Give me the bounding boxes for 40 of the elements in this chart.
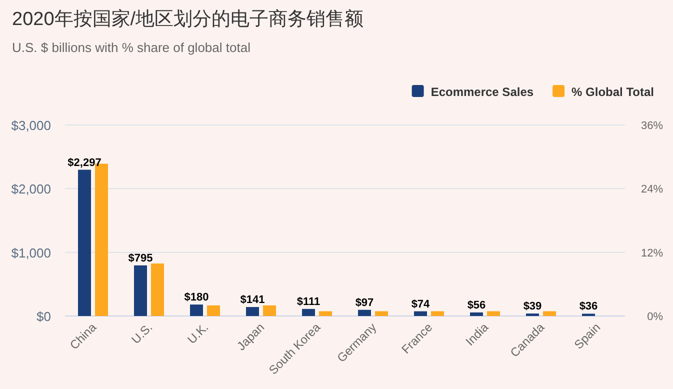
bar [543, 311, 556, 316]
legend-label: % Global Total [572, 85, 654, 99]
data-label: $111 [296, 296, 320, 308]
bar [319, 311, 332, 316]
x-tick-label: U.K. [184, 320, 212, 347]
bar [134, 265, 147, 316]
bar [151, 263, 164, 316]
data-label: $141 [240, 294, 265, 306]
bar [431, 311, 444, 316]
x-tick-label: U.S. [128, 320, 156, 347]
bar [302, 308, 315, 316]
bar [78, 170, 91, 316]
chart-title: 2020年按国家/地区划分的电子商务销售额 [12, 8, 364, 30]
bar [375, 311, 388, 316]
bar [263, 305, 276, 316]
data-label: $74 [411, 298, 431, 310]
data-label: $2,297 [68, 156, 102, 169]
data-label: $795 [128, 252, 153, 264]
bar [470, 312, 483, 316]
y-tick-label: $0 [36, 309, 51, 324]
y-tick-label: $1,000 [11, 245, 51, 260]
y-tick-label: $2,000 [11, 182, 51, 197]
data-label: $180 [184, 292, 209, 304]
bar [414, 311, 427, 316]
data-label: $39 [523, 300, 542, 313]
chart-subtitle: U.S. $ billions with % share of global total [12, 40, 251, 55]
data-label: $97 [355, 296, 374, 309]
bar [358, 310, 371, 316]
data-label: $36 [579, 300, 598, 313]
bar [207, 305, 220, 316]
data-label: $56 [467, 299, 486, 312]
y2-tick-label: 12% [640, 247, 664, 260]
y-tick-label: $3,000 [11, 118, 51, 133]
bar [190, 304, 203, 316]
y2-tick-label: 36% [640, 120, 664, 132]
legend-label: Ecommerce Sales [430, 85, 534, 99]
bar [487, 311, 500, 316]
y2-tick-label: 24% [640, 184, 664, 196]
y2-tick-label: 0% [647, 311, 664, 323]
bar [246, 307, 259, 316]
